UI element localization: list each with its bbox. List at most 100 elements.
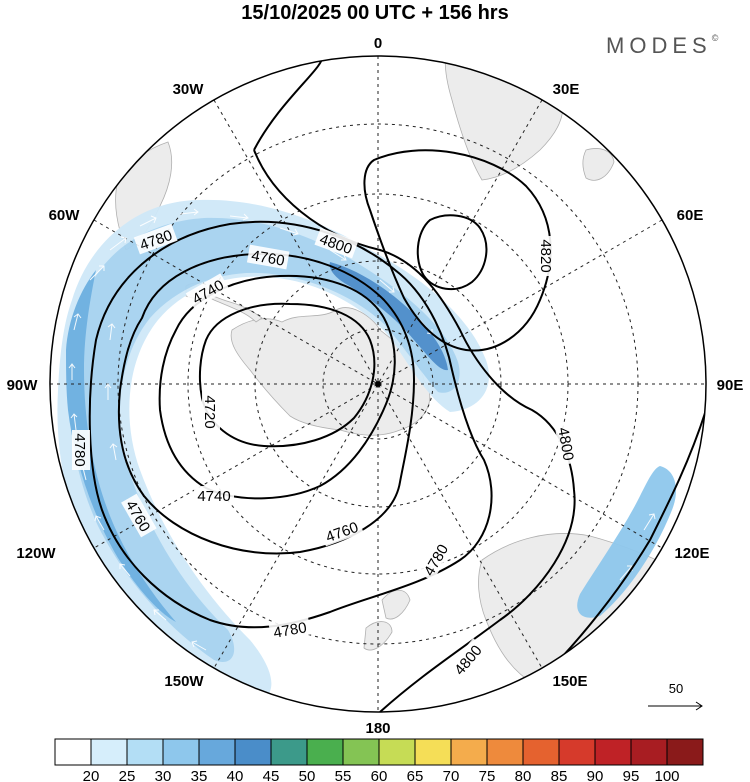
colorbar: 20 25 30 35 40 45 50 55 60 65 70 75 80 85 90 95 100 xyxy=(54,738,704,782)
colorbar-tick-label: 90 xyxy=(587,768,604,782)
polar-map: 4720 4740 4740 4760 4760 4760 4780 4780 … xyxy=(7,35,744,737)
wind-vector xyxy=(68,363,76,380)
latitude-circle-80s xyxy=(322,328,434,440)
colorbar-box xyxy=(342,738,380,766)
wind-vector xyxy=(73,313,82,331)
colorbar-tick-label: 85 xyxy=(551,768,568,782)
jet-band-australia xyxy=(577,466,676,618)
wind-vector xyxy=(104,383,112,400)
colorbar-box xyxy=(126,738,164,766)
colorbar-box xyxy=(558,738,596,766)
south-pole-marker xyxy=(375,381,381,387)
lon-label-60w: 60W xyxy=(49,207,81,224)
colorbar-tick-label: 80 xyxy=(515,768,532,782)
graticule xyxy=(50,56,706,712)
contour-label-text: 4760 xyxy=(250,247,286,270)
colorbar-tick-label: 55 xyxy=(335,768,352,782)
colorbar-box xyxy=(414,738,452,766)
colorbar-tick-label: 70 xyxy=(443,768,460,782)
colorbar-boxes xyxy=(54,738,704,766)
contour-label: 4720 xyxy=(201,392,220,432)
lon-label-90e: 90E xyxy=(717,377,744,394)
lon-label-180: 180 xyxy=(365,720,390,737)
lon-label-90w: 90W xyxy=(7,377,39,394)
wind-vector xyxy=(229,213,249,221)
lon-label-60e: 60E xyxy=(677,207,704,224)
wind-vector xyxy=(109,236,127,251)
map-title: 15/10/2025 00 UTC + 156 hrs xyxy=(241,2,509,24)
contour-label: 4780 xyxy=(71,430,90,470)
lon-label-150e: 150E xyxy=(552,673,587,690)
contour-label: 4800 xyxy=(554,422,580,466)
map-disc: 4720 4740 4740 4760 4760 4760 4780 4780 … xyxy=(50,56,706,712)
wind-vector xyxy=(191,640,207,651)
colorbar-tick-label: 40 xyxy=(227,768,244,782)
lon-label-30e: 30E xyxy=(553,81,580,98)
colorbar-tick-label: 95 xyxy=(623,768,640,782)
contour-label: 4760 xyxy=(246,244,290,270)
contour-4820 xyxy=(416,214,488,291)
colorbar-ticks: 20 25 30 35 40 45 50 55 60 65 70 75 80 85 90 95 100 xyxy=(83,768,680,782)
colorbar-tick-label: 75 xyxy=(479,768,496,782)
wind-reference: 50 xyxy=(648,681,703,711)
contour-label-text: 4720 xyxy=(201,395,218,428)
colorbar-tick-label: 50 xyxy=(299,768,316,782)
map-border xyxy=(49,55,707,713)
colorbar-box xyxy=(270,738,308,766)
colorbar-box xyxy=(234,738,272,766)
wind-reference-arrowhead xyxy=(695,701,703,711)
madagascar xyxy=(582,148,615,181)
contour-label: 4740 xyxy=(194,486,234,505)
wind-vector xyxy=(109,443,118,461)
contour-label-text: 4780 xyxy=(272,619,308,642)
wind-vector xyxy=(107,323,116,341)
new-zealand-south xyxy=(363,621,393,651)
colorbar-tick-label: 100 xyxy=(654,768,679,782)
lon-label-0: 0 xyxy=(374,35,382,52)
contour-4800-inner xyxy=(363,149,552,352)
modes-logo: MODES© xyxy=(606,33,718,59)
lon-label-120e: 120E xyxy=(674,545,709,562)
colorbar-box xyxy=(630,738,668,766)
contour-label: 4780 xyxy=(268,616,312,642)
contour-label: 4820 xyxy=(537,236,556,276)
colorbar-box xyxy=(666,738,704,766)
wind-vectors xyxy=(68,208,656,651)
wind-speed-shading xyxy=(57,199,676,700)
wind-vector xyxy=(94,515,105,531)
meridian-30e-150w xyxy=(213,99,543,669)
lon-label-30w: 30W xyxy=(173,81,205,98)
colorbar-box xyxy=(54,738,92,766)
wind-vector xyxy=(179,208,199,216)
wind-vector xyxy=(379,279,395,293)
colorbar-tick-label: 45 xyxy=(263,768,280,782)
wind-vector xyxy=(329,249,347,261)
colorbar-tick-label: 60 xyxy=(371,768,388,782)
contour-label-text: 4800 xyxy=(554,426,577,462)
meridian-60w-120e xyxy=(93,219,663,549)
colorbar-tick-label: 35 xyxy=(191,768,208,782)
wind-vector xyxy=(89,265,105,281)
jet-band-mid xyxy=(68,217,460,662)
wind-vector xyxy=(643,513,656,531)
colorbar-box xyxy=(162,738,200,766)
meridian-60e-120w xyxy=(93,219,663,549)
colorbar-box xyxy=(486,738,524,766)
colorbar-tick-label: 30 xyxy=(155,768,172,782)
contour-4800-southeast xyxy=(539,409,706,681)
new-zealand-north xyxy=(381,589,411,620)
brand-mark: © xyxy=(711,33,719,43)
wind-vector xyxy=(70,413,78,431)
jet-core-east xyxy=(329,262,448,371)
colorbar-tick-label: 65 xyxy=(407,768,424,782)
lon-label-120w: 120W xyxy=(16,545,56,562)
brand-name: MODES xyxy=(606,33,712,58)
lon-label-150w: 150W xyxy=(164,673,204,690)
colorbar-box xyxy=(90,738,128,766)
contour-label-text: 4780 xyxy=(71,433,88,466)
wind-vector xyxy=(153,609,167,621)
wind-vector xyxy=(139,215,157,227)
wind-vector xyxy=(279,227,299,236)
antarctica xyxy=(230,307,431,436)
colorbar-box xyxy=(594,738,632,766)
